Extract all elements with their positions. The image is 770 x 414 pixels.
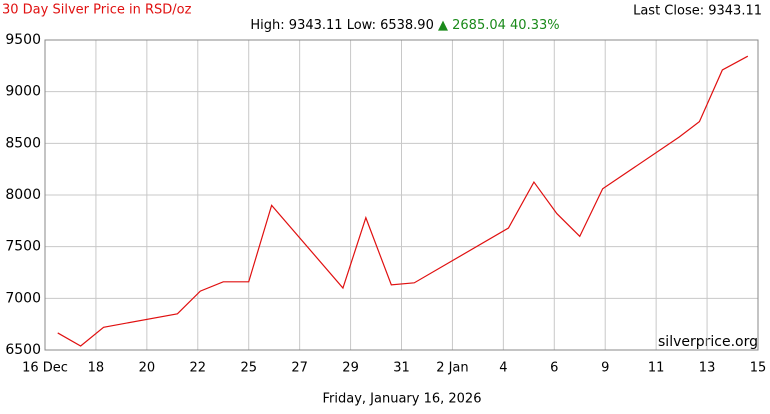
watermark: silverprice.org [658, 334, 758, 350]
x-tick-label: 4 [499, 361, 507, 376]
summary-line: High: 9343.11 Low: 6538.90 ▲ 2685.04 40.… [250, 18, 559, 33]
y-tick-label: 7000 [5, 290, 41, 306]
x-tick-label: 22 [190, 361, 207, 376]
y-tick-label: 8000 [5, 187, 41, 203]
high-low: High: 9343.11 Low: 6538.90 [250, 18, 433, 33]
x-tick-label: 31 [393, 361, 410, 376]
y-tick-label: 7500 [5, 239, 41, 255]
x-tick-label: 29 [342, 361, 359, 376]
x-axis-label: Friday, January 16, 2026 [323, 392, 482, 407]
x-tick-label: 18 [88, 361, 105, 376]
plot-frame [44, 39, 759, 351]
last-close: Last Close: 9343.11 [633, 4, 762, 19]
x-tick-label: 15 [750, 361, 767, 376]
x-tick-label: 11 [648, 361, 665, 376]
x-tick-label: 16 Dec [22, 361, 68, 376]
y-tick-label: 9500 [5, 32, 41, 48]
change: ▲ 2685.04 40.33% [438, 18, 560, 33]
y-tick-label: 6500 [5, 342, 41, 358]
x-tick-label: 13 [699, 361, 716, 376]
x-tick-label: 20 [139, 361, 156, 376]
x-tick-label: 27 [291, 361, 308, 376]
y-tick-label: 8500 [5, 135, 41, 151]
y-tick-label: 9000 [5, 84, 41, 100]
price-line [57, 55, 749, 347]
x-tick-label: 9 [601, 361, 609, 376]
x-tick-label: 25 [240, 361, 257, 376]
x-tick-label: 6 [550, 361, 558, 376]
chart-title: 30 Day Silver Price in RSD/oz [2, 3, 192, 18]
x-tick-label: 2 Jan [436, 361, 468, 376]
